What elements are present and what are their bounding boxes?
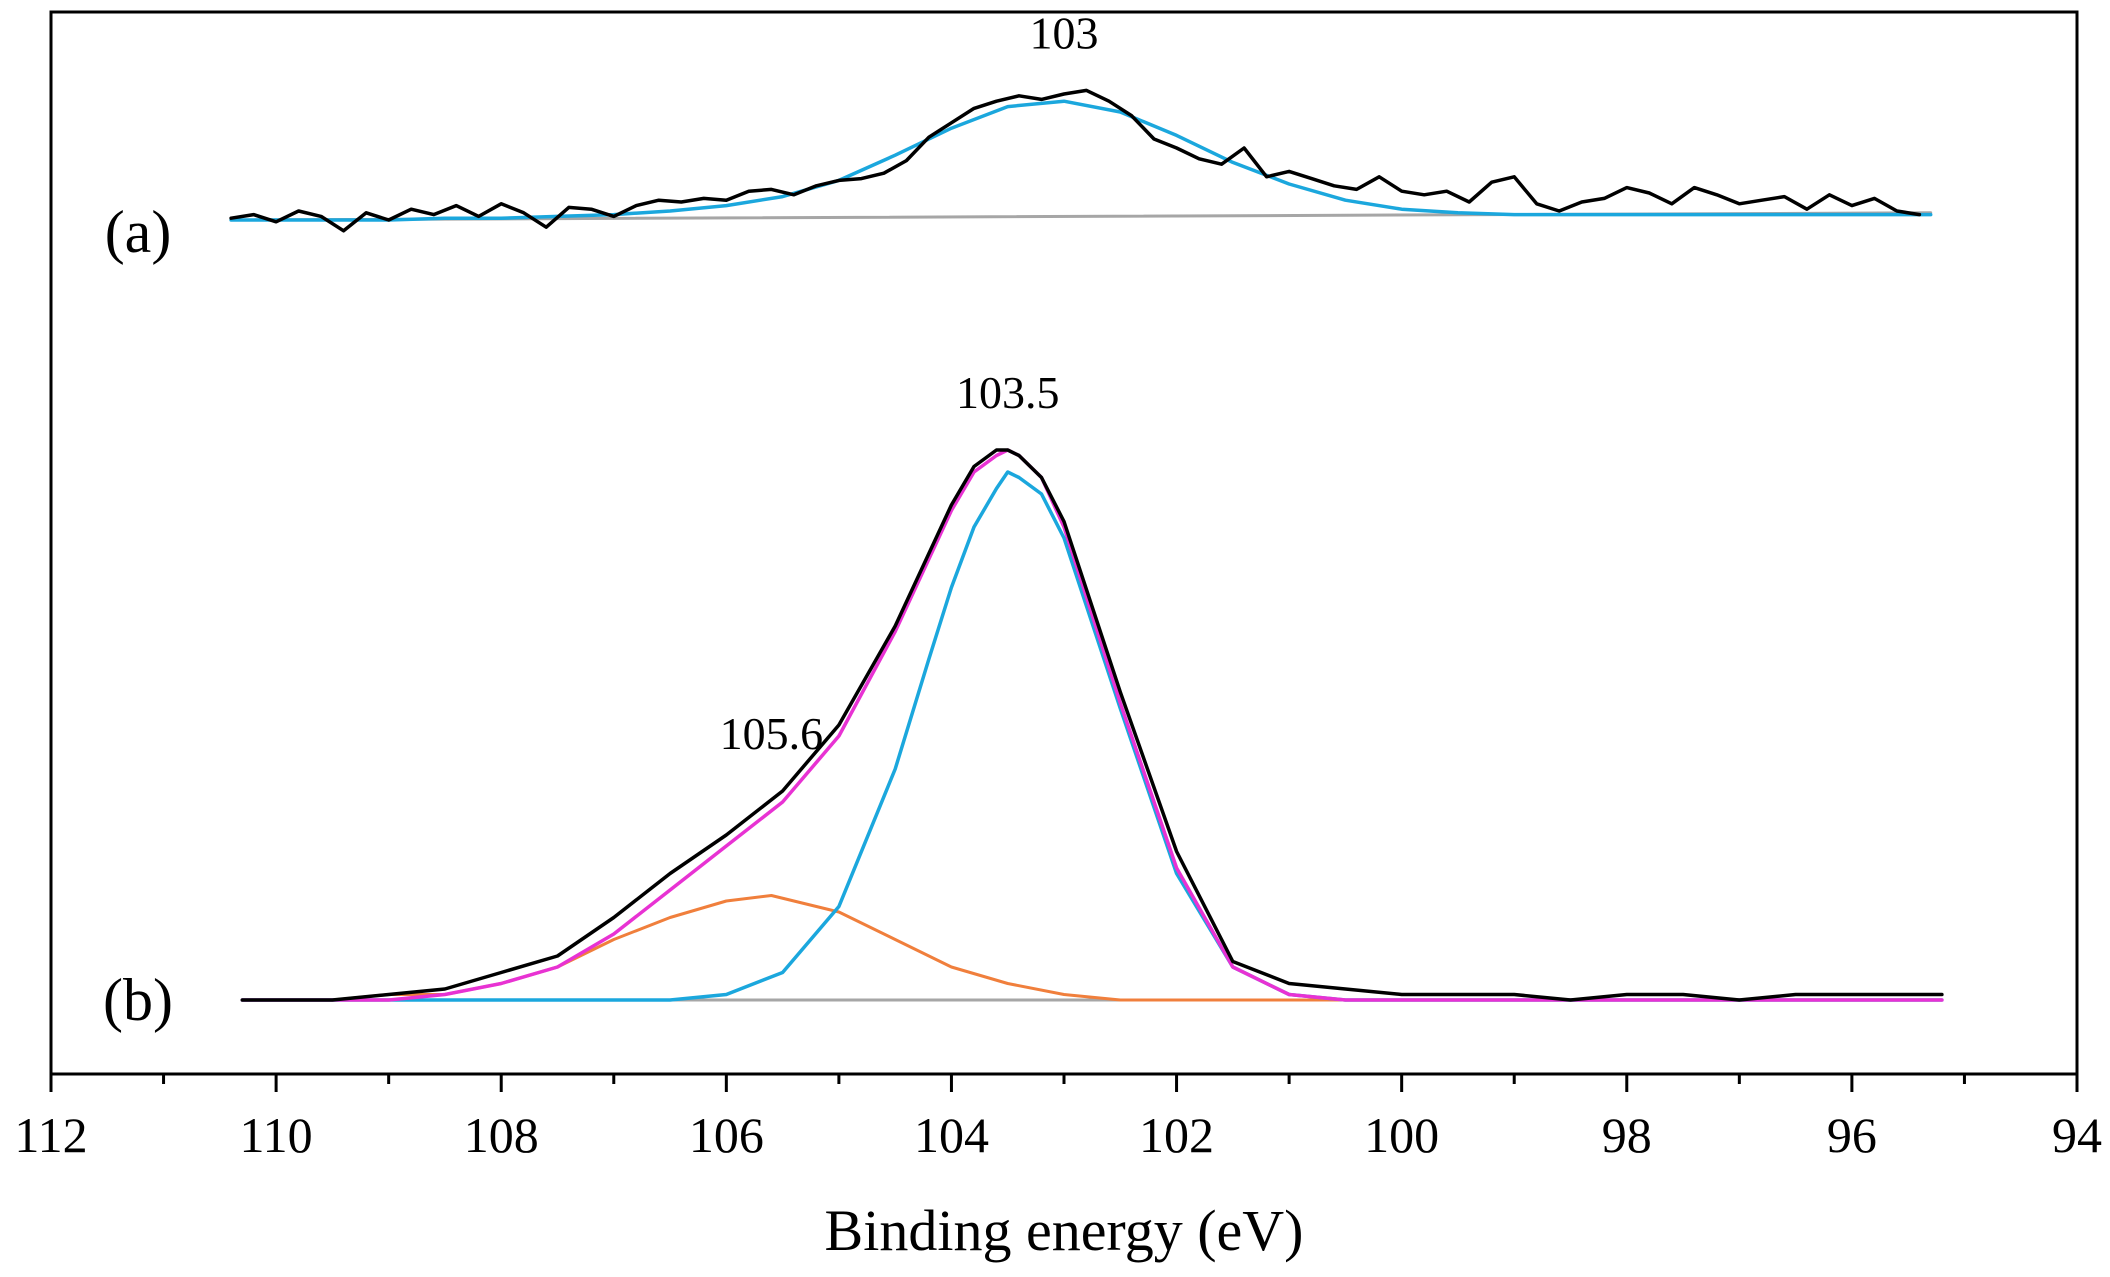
peak-annotation: 103.5: [956, 367, 1060, 418]
panel-b-component-105-6-line: [240, 894, 1944, 1002]
annotation-layer: (a) 103 (b) 103.5 105.6: [103, 7, 1098, 1033]
peak-annotation: 105.6: [720, 708, 824, 759]
x-axis-label: Binding energy (eV): [825, 1198, 1304, 1263]
x-tick-label: 102: [1139, 1107, 1214, 1163]
x-tick-label: 94: [2052, 1107, 2102, 1163]
x-tick-label: 110: [240, 1107, 313, 1163]
panel-label: (a): [105, 199, 172, 265]
x-tick-label: 96: [1827, 1107, 1877, 1163]
panel-b-envelope-line: [240, 448, 1944, 1002]
panel-b-component-103-line: [240, 470, 1944, 1002]
x-tick-label: 98: [1602, 1107, 1652, 1163]
peak-annotation: 103: [1030, 7, 1099, 58]
x-tick-label: 108: [464, 1107, 539, 1163]
panel-b-experimental-line: [240, 448, 1944, 1002]
x-tick-label: 106: [689, 1107, 764, 1163]
panel-a-component-103-line: [229, 99, 1933, 222]
x-axis: 112 110 108 106 104 102 100 98 96 94: [14, 1074, 2102, 1163]
series-layer: [229, 88, 1944, 1002]
panel-a-experimental-line: [229, 88, 1922, 233]
x-tick-label: 112: [14, 1107, 87, 1163]
x-tick-label: 104: [914, 1107, 989, 1163]
x-tick-label: 100: [1364, 1107, 1439, 1163]
panel-label: (b): [103, 967, 173, 1033]
